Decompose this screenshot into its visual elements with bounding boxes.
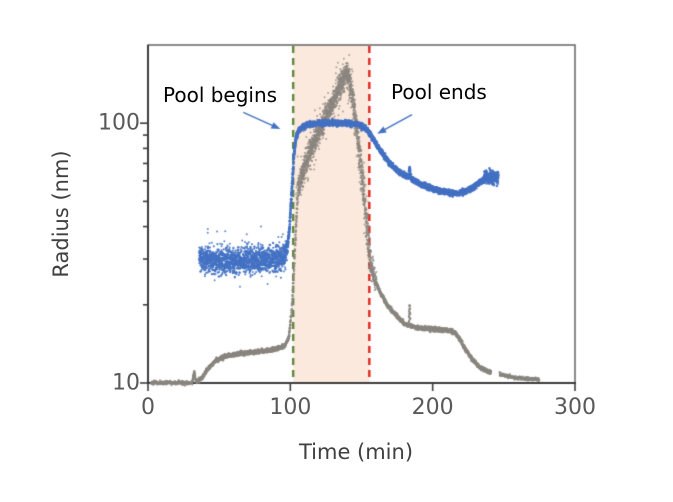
x-tick-label: 200 — [411, 395, 454, 420]
y-tick-label: 100 — [98, 110, 140, 136]
x-tick-label: 100 — [269, 395, 312, 420]
annotation-pool-begins: Pool begins — [163, 83, 278, 107]
x-tick-label: 300 — [554, 395, 596, 420]
x-axis-title: Time (min) — [298, 440, 414, 464]
y-axis-title: Radius (nm) — [49, 150, 73, 278]
x-tick-label: 0 — [141, 395, 155, 420]
y-tick-label: 10 — [112, 370, 140, 396]
annotation-pool-ends: Pool ends — [391, 80, 487, 104]
